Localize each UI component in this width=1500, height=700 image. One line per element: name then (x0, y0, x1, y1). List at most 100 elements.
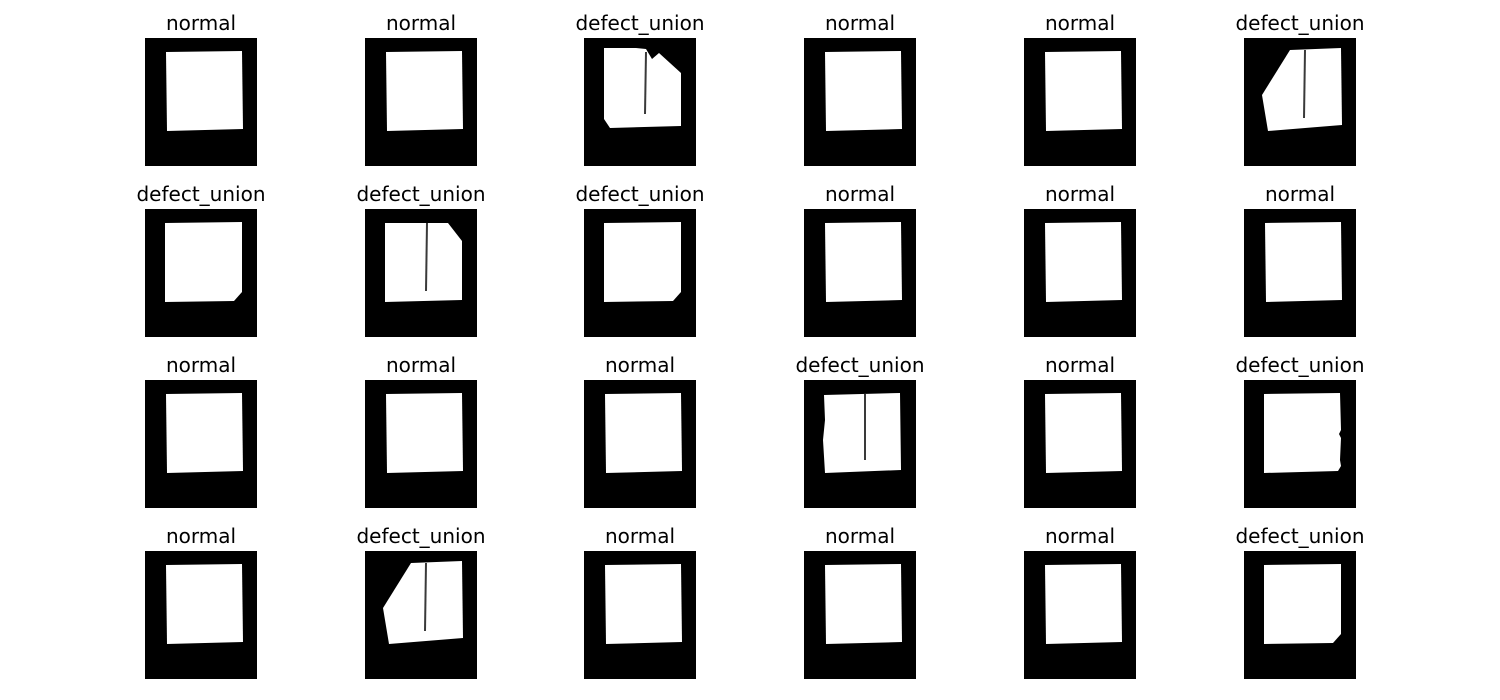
panel-label: defect_union (136, 182, 266, 206)
mask-region (386, 51, 463, 131)
defect-seam (424, 562, 427, 632)
panel-label: defect_union (575, 182, 705, 206)
panel-label: defect_union (575, 11, 705, 35)
mask-region (1264, 393, 1341, 473)
mask-image (584, 209, 696, 337)
defect-seam (644, 51, 647, 115)
mask-image (1024, 38, 1136, 166)
mask-region (823, 393, 901, 473)
mask-panel: normal (980, 342, 1180, 508)
mask-panel: defect_union (540, 171, 740, 337)
panel-label: normal (165, 11, 237, 35)
panel-label: normal (165, 353, 237, 377)
mask-region (1264, 564, 1341, 644)
mask-panel: normal (321, 0, 521, 166)
mask-panel: defect_union (321, 171, 521, 337)
panel-label: normal (1044, 11, 1116, 35)
mask-region (1045, 564, 1122, 644)
panel-label: normal (1044, 524, 1116, 548)
mask-image (804, 551, 916, 679)
mask-panel: defect_union (321, 513, 521, 679)
mask-panel: normal (1200, 171, 1400, 337)
mask-panel: normal (760, 0, 960, 166)
mask-image (365, 209, 477, 337)
mask-image (145, 380, 257, 508)
mask-panel: normal (980, 0, 1180, 166)
mask-region (1045, 222, 1122, 302)
mask-region (166, 564, 243, 644)
panel-label: defect_union (356, 524, 486, 548)
panel-label: normal (1044, 353, 1116, 377)
mask-region (1265, 222, 1342, 302)
mask-image (1024, 551, 1136, 679)
mask-region (383, 561, 463, 644)
mask-panel: normal (101, 0, 301, 166)
mask-panel: defect_union (760, 342, 960, 508)
mask-image (1024, 380, 1136, 508)
mask-panel: normal (760, 513, 960, 679)
mask-panel: normal (101, 513, 301, 679)
mask-region (825, 222, 902, 302)
panel-label: normal (385, 11, 457, 35)
mask-panel: defect_union (540, 0, 740, 166)
mask-panel: normal (980, 171, 1180, 337)
mask-image (584, 551, 696, 679)
mask-panel: normal (540, 513, 740, 679)
panel-label: normal (824, 524, 896, 548)
panel-label: normal (604, 353, 676, 377)
panel-label: normal (165, 524, 237, 548)
panel-label: normal (824, 11, 896, 35)
mask-image (365, 380, 477, 508)
mask-image (1024, 209, 1136, 337)
mask-image (365, 38, 477, 166)
mask-panel: defect_union (1200, 0, 1400, 166)
mask-region (165, 222, 242, 302)
defect-seam (1303, 49, 1306, 119)
mask-image (365, 551, 477, 679)
mask-panel: normal (101, 342, 301, 508)
mask-panel: normal (540, 342, 740, 508)
mask-panel: normal (321, 342, 521, 508)
mask-image (584, 38, 696, 166)
panel-label: normal (824, 182, 896, 206)
mask-region (386, 393, 463, 473)
mask-image (1244, 209, 1356, 337)
panel-label: defect_union (1235, 11, 1365, 35)
mask-image (145, 551, 257, 679)
mask-region (825, 564, 902, 644)
panel-label: normal (1044, 182, 1116, 206)
mask-region (825, 51, 902, 131)
mask-panel: defect_union (101, 171, 301, 337)
mask-region (604, 48, 681, 128)
panel-label: defect_union (356, 182, 486, 206)
mask-region (1045, 51, 1122, 131)
mask-region (605, 393, 682, 473)
mask-panel: normal (980, 513, 1180, 679)
mask-image (145, 209, 257, 337)
mask-region (1045, 393, 1122, 473)
mask-panel: defect_union (1200, 513, 1400, 679)
mask-region (166, 393, 243, 473)
mask-image (145, 38, 257, 166)
mask-image (804, 209, 916, 337)
mask-region (605, 564, 682, 644)
mask-image (584, 380, 696, 508)
panel-label: normal (385, 353, 457, 377)
panel-label: normal (1264, 182, 1336, 206)
mask-region (1262, 48, 1342, 131)
mask-panel: normal (760, 171, 960, 337)
panel-label: normal (604, 524, 676, 548)
mask-image (804, 38, 916, 166)
mask-region (604, 222, 681, 302)
mask-image (1244, 551, 1356, 679)
panel-label: defect_union (1235, 353, 1365, 377)
defect-seam (425, 222, 428, 292)
mask-region (166, 51, 243, 131)
panel-label: defect_union (795, 353, 925, 377)
panel-label: defect_union (1235, 524, 1365, 548)
mask-region (385, 223, 462, 302)
mask-panel: defect_union (1200, 342, 1400, 508)
mask-image (804, 380, 916, 508)
mask-image (1244, 38, 1356, 166)
